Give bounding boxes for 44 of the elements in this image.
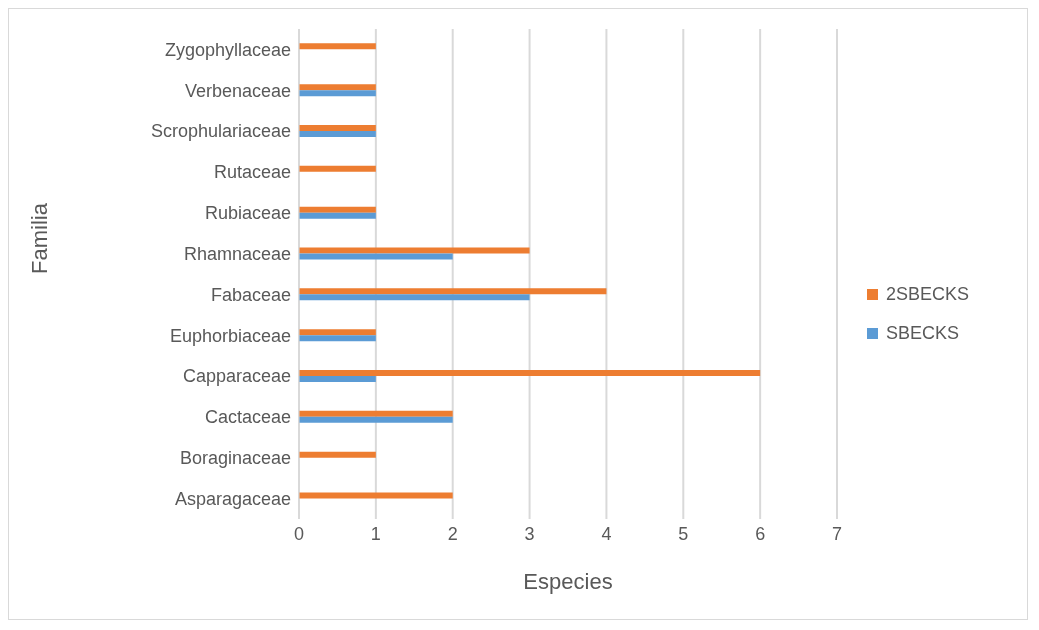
bar	[299, 212, 376, 219]
y-tick-label: Scrophulariaceae	[150, 121, 291, 142]
x-tick-label: 6	[755, 523, 766, 544]
y-tick-label: Boraginaceae	[179, 448, 291, 469]
legend-label: SBECKS	[886, 323, 960, 344]
y-axis-title: Familia	[26, 202, 52, 274]
legend-label: 2SBECKS	[886, 284, 970, 305]
x-tick-label: 2	[447, 523, 458, 544]
bar	[299, 375, 376, 382]
bar	[299, 451, 376, 458]
bar	[299, 206, 376, 213]
y-tick-label: Rhamnaceae	[183, 243, 291, 264]
x-tick-label: 0	[293, 523, 305, 544]
y-tick-label: Capparaceae	[182, 366, 291, 387]
bar	[299, 43, 376, 50]
bar	[299, 288, 607, 295]
bar	[299, 84, 376, 91]
bar	[299, 492, 453, 499]
y-tick-label: Fabaceae	[210, 284, 291, 305]
x-tick-label: 1	[370, 523, 381, 544]
bar	[299, 329, 376, 336]
bar	[299, 165, 376, 172]
bar	[299, 294, 530, 301]
bar	[299, 90, 376, 97]
bar	[299, 247, 530, 254]
bar	[299, 369, 761, 376]
x-tick-label: 7	[831, 523, 843, 544]
bar	[299, 253, 453, 260]
y-tick-label: Rutaceae	[213, 162, 291, 183]
y-tick-label: Zygophyllaceae	[164, 39, 291, 60]
y-tick-label: Verbenaceae	[184, 80, 291, 101]
bar	[299, 130, 376, 137]
y-tick-label: Euphorbiaceae	[169, 325, 291, 346]
y-tick-label: Asparagaceae	[174, 488, 291, 509]
x-tick-label: 5	[678, 523, 689, 544]
x-axis-title: Especies	[523, 569, 613, 594]
bar	[299, 335, 376, 342]
bar	[299, 124, 376, 131]
y-tick-label: Cactaceae	[204, 407, 291, 428]
x-tick-label: 4	[601, 523, 612, 544]
y-tick-label: Rubiaceae	[204, 203, 291, 224]
bar	[299, 416, 453, 423]
x-tick-label: 3	[524, 523, 535, 544]
bar	[299, 410, 453, 417]
